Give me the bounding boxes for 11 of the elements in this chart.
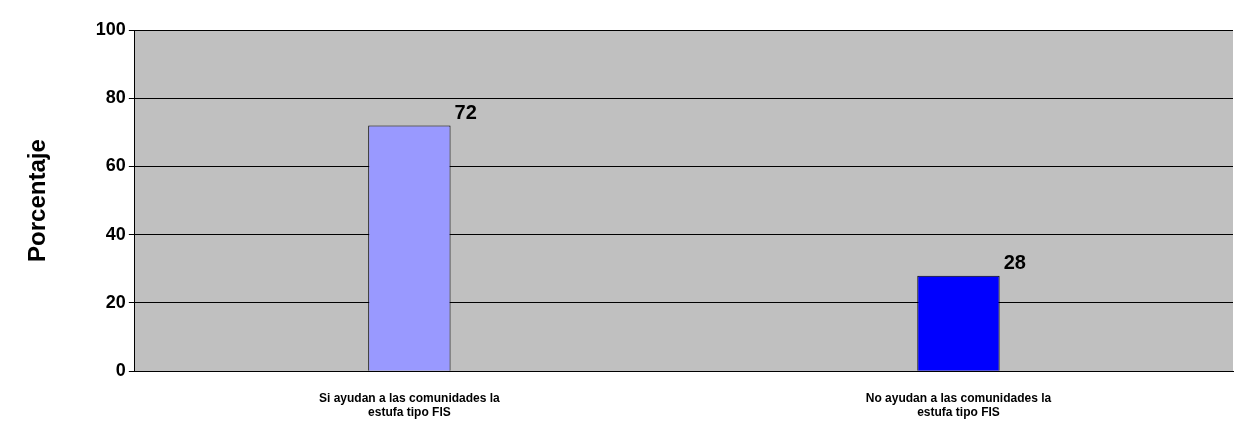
y-tick-label: 60 — [105, 155, 126, 176]
data-label: 28 — [1003, 251, 1026, 274]
y-tick-label: 40 — [105, 223, 126, 244]
x-tick-label: No ayudan a las comunidades la estufa tipo FIS — [865, 390, 1052, 420]
data-label: 72 — [454, 101, 477, 124]
y-tick-label: 100 — [95, 18, 126, 39]
y-tick-label: 80 — [105, 87, 126, 108]
x-tick-label: Si ayudan a las comunidades la estufa tipo FIS — [319, 390, 501, 420]
y-tick-label: 20 — [105, 291, 126, 312]
y-tick-label: 0 — [115, 360, 126, 381]
y-axis-title: Porcentaje — [23, 139, 51, 262]
